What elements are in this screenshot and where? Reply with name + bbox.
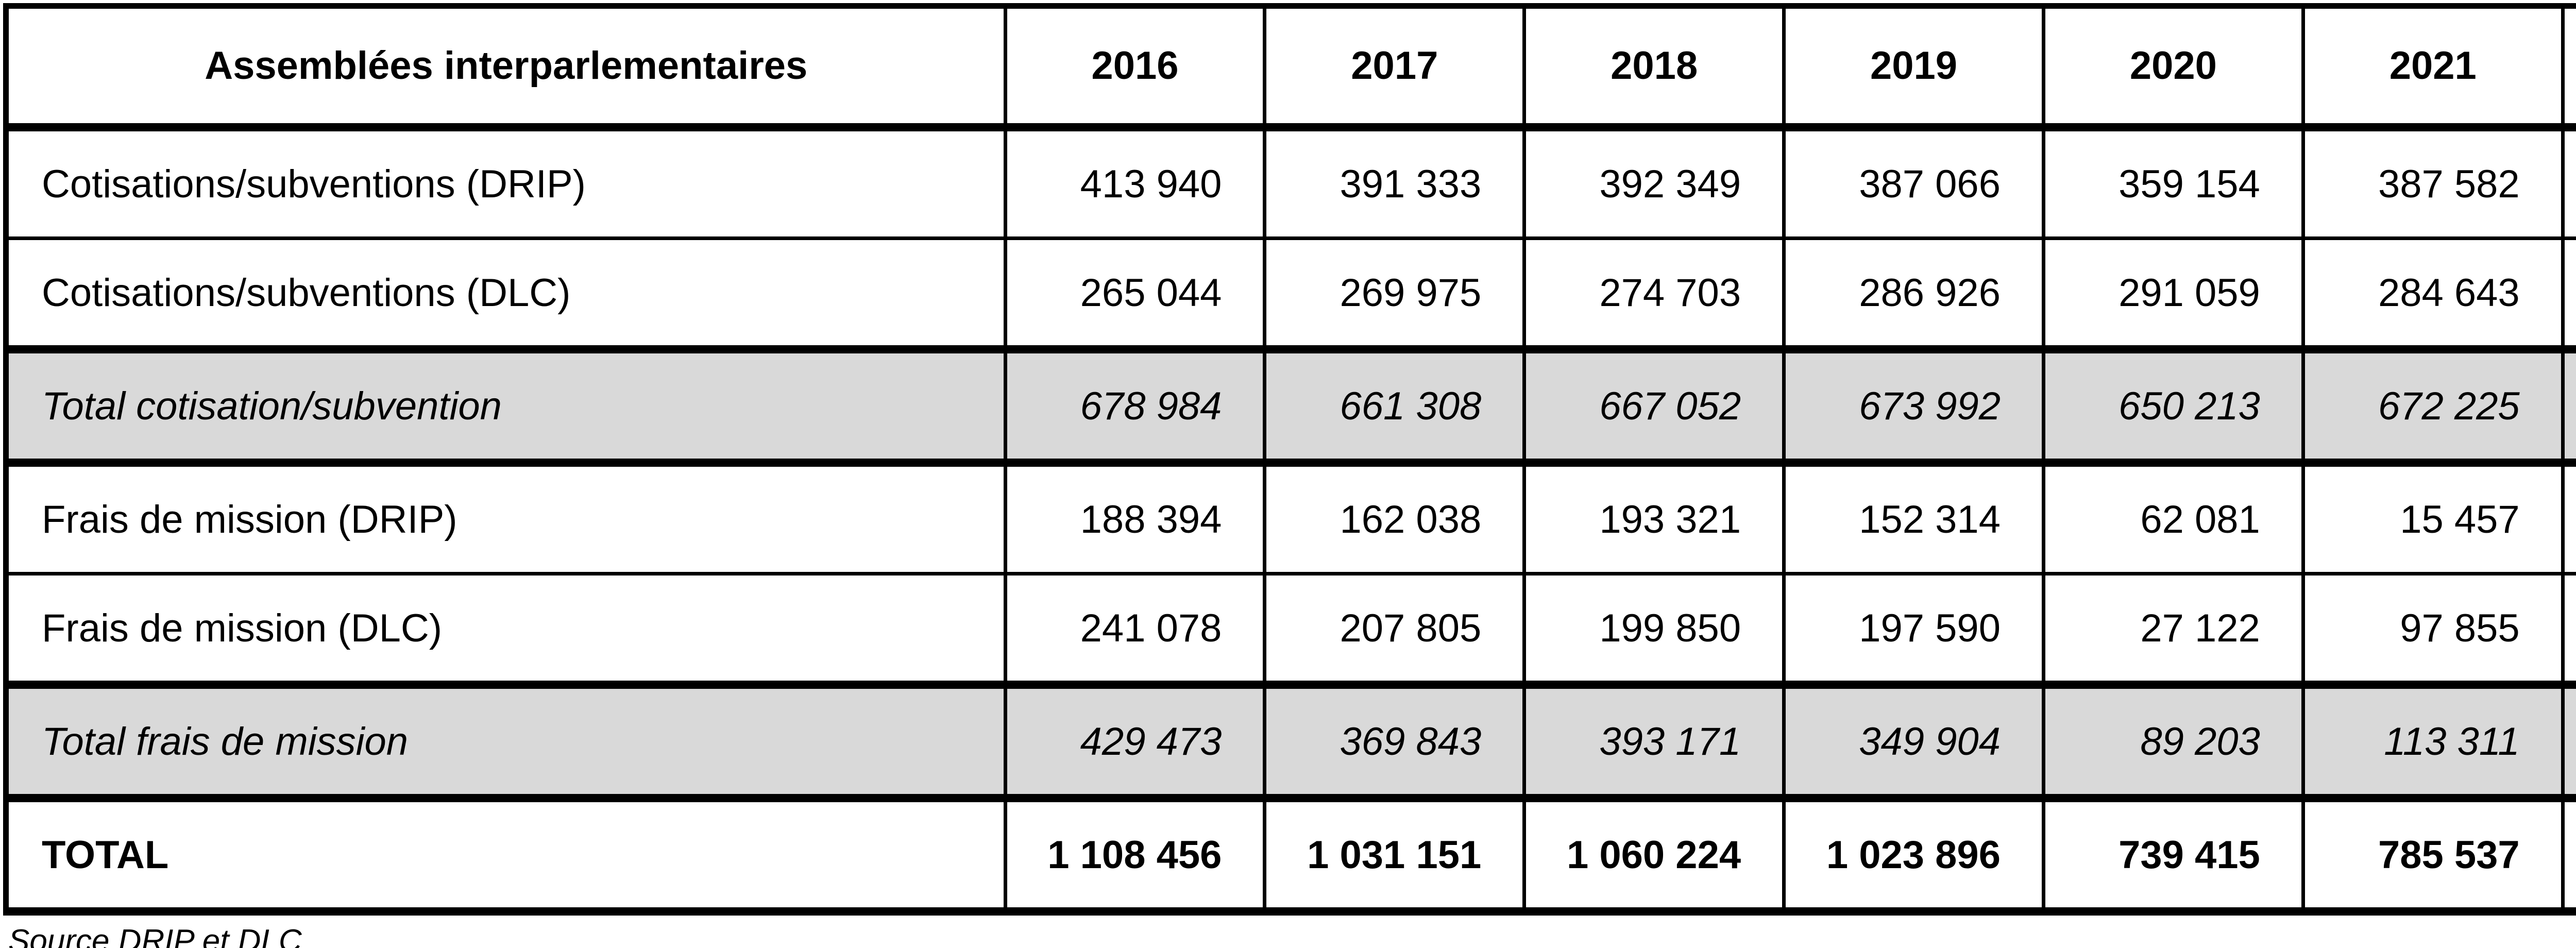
value-cell: 1 060 224 (1522, 794, 1786, 916)
value-cell: 369 843 (1263, 681, 1527, 802)
value-cell: 673 992 (1782, 345, 2045, 467)
value-cell: 199 850 (1522, 572, 1786, 687)
column-header-2018: 2018 (1522, 4, 1786, 131)
value-cell: 89 203 (2041, 681, 2305, 802)
value-cell: 408 620 (2561, 125, 2576, 240)
value-cell: 284 643 (2301, 236, 2565, 351)
value-cell: 413 940 (1003, 125, 1267, 240)
value-cell: 393 171 (1522, 681, 1786, 802)
value-cell: 97 855 (2301, 572, 2565, 687)
value-cell: 274 703 (1522, 236, 1786, 351)
value-cell: 968 484 (2561, 794, 2576, 916)
column-header-2019: 2019 (1782, 4, 2045, 131)
value-cell: 387 066 (1782, 125, 2045, 240)
table-row-cotisations-drip: Cotisations/subventions (DRIP) 413 940 3… (4, 125, 2576, 240)
value-cell: 349 904 (1782, 681, 2045, 802)
column-header-2021: 2021 (2301, 4, 2565, 131)
table-row-frais-dlc: Frais de mission (DLC) 241 078 207 805 1… (4, 572, 2576, 687)
value-cell: 298 160 (2561, 236, 2576, 351)
value-cell: 286 926 (1782, 236, 2045, 351)
column-header-2022: 2022 (2561, 4, 2576, 131)
row-label: TOTAL (4, 794, 1007, 916)
table-row-cotisations-dlc: Cotisations/subventions (DLC) 265 044 26… (4, 236, 2576, 351)
value-cell: 62 081 (2041, 461, 2305, 575)
column-header-2020: 2020 (2041, 4, 2305, 131)
value-cell: 265 044 (1003, 236, 1267, 351)
value-cell: 1 031 151 (1263, 794, 1527, 916)
value-cell: 429 473 (1003, 681, 1267, 802)
value-cell: 706 780 (2561, 345, 2576, 467)
row-label: Frais de mission (DRIP) (4, 461, 1007, 575)
source-note: Source DRIP et DLC (8, 923, 302, 948)
value-cell: 117 507 (2561, 461, 2576, 575)
value-cell: 15 457 (2301, 461, 2565, 575)
value-cell: 359 154 (2041, 125, 2305, 240)
value-cell: 193 321 (1522, 461, 1786, 575)
value-cell: 261 703 (2561, 681, 2576, 802)
value-cell: 1 023 896 (1782, 794, 2045, 916)
value-cell: 269 975 (1263, 236, 1527, 351)
row-label: Cotisations/subventions (DRIP) (4, 125, 1007, 240)
value-cell: 672 225 (2301, 345, 2565, 467)
value-cell: 392 349 (1522, 125, 1786, 240)
value-cell: 188 394 (1003, 461, 1267, 575)
value-cell: 391 333 (1263, 125, 1527, 240)
value-cell: 667 052 (1522, 345, 1786, 467)
row-label: Total frais de mission (4, 681, 1007, 802)
column-header-label: Assemblées interparlementaires (4, 4, 1007, 131)
table-row-total-frais: Total frais de mission 429 473 369 843 3… (4, 681, 2576, 802)
table-row-grand-total: TOTAL 1 108 456 1 031 151 1 060 224 1 02… (4, 794, 2576, 916)
value-cell: 678 984 (1003, 345, 1267, 467)
value-cell: 739 415 (2041, 794, 2305, 916)
value-cell: 661 308 (1263, 345, 1527, 467)
table-row-frais-drip: Frais de mission (DRIP) 188 394 162 038 … (4, 461, 2576, 575)
table-row-total-cotisation: Total cotisation/subvention 678 984 661 … (4, 345, 2576, 467)
column-header-2017: 2017 (1263, 4, 1527, 131)
value-cell: 152 314 (1782, 461, 2045, 575)
value-cell: 387 582 (2301, 125, 2565, 240)
value-cell: 207 805 (1263, 572, 1527, 687)
value-cell: 162 038 (1263, 461, 1527, 575)
value-cell: 241 078 (1003, 572, 1267, 687)
row-label: Frais de mission (DLC) (4, 572, 1007, 687)
value-cell: 27 122 (2041, 572, 2305, 687)
value-cell: 113 311 (2301, 681, 2565, 802)
value-cell: 291 059 (2041, 236, 2305, 351)
value-cell: 197 590 (1782, 572, 2045, 687)
row-label: Cotisations/subventions (DLC) (4, 236, 1007, 351)
header-row: Assemblées interparlementaires 2016 2017… (4, 4, 2576, 131)
interparliamentary-assemblies-table: Assemblées interparlementaires 2016 2017… (3, 3, 2576, 916)
row-label: Total cotisation/subvention (4, 345, 1007, 467)
value-cell: 1 108 456 (1003, 794, 1267, 916)
value-cell: 650 213 (2041, 345, 2305, 467)
column-header-2016: 2016 (1003, 4, 1267, 131)
value-cell: 785 537 (2301, 794, 2565, 916)
value-cell: 144 196 (2561, 572, 2576, 687)
